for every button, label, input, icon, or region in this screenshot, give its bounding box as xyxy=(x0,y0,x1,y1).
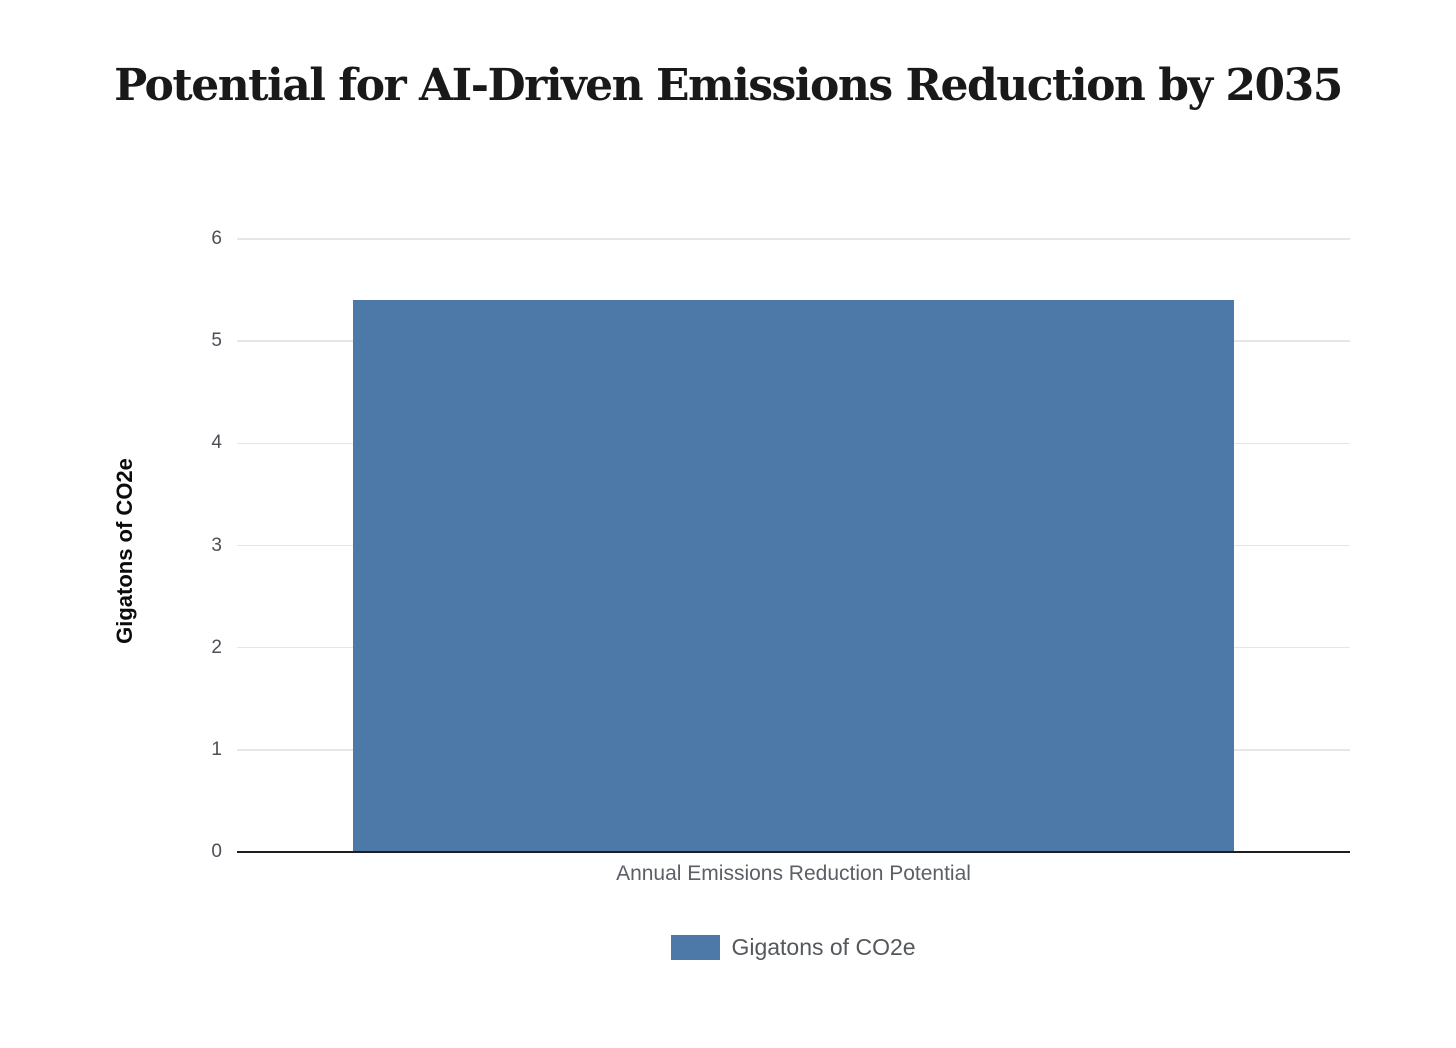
chart-title: Potential for AI-Driven Emissions Reduct… xyxy=(114,60,1343,111)
y-tick-label-1: 1 xyxy=(211,738,222,760)
legend-label: Gigatons of CO2e xyxy=(731,934,916,960)
y-tick-label-3: 3 xyxy=(211,534,222,556)
x-tick-label: Annual Emissions Reduction Potential xyxy=(616,862,971,885)
y-tick-label-0: 0 xyxy=(211,841,222,862)
y-tick-label-2: 2 xyxy=(211,636,222,658)
plot-area: 0 1 2 3 4 5 6 Annual Emissions Reduction Poten… xyxy=(211,228,1350,885)
y-tick-label-6: 6 xyxy=(211,228,222,249)
y-tick-label-5: 5 xyxy=(211,330,222,352)
x-axis-line xyxy=(237,851,1350,853)
bar-annual-emissions-reduction xyxy=(352,300,1234,852)
y-axis-title: Gigatons of CO2e xyxy=(112,458,137,644)
legend-swatch xyxy=(671,935,721,960)
y-tick-label-4: 4 xyxy=(211,432,222,454)
legend: Gigatons of CO2e xyxy=(237,934,1350,961)
gridline-y-6 xyxy=(237,238,1350,240)
